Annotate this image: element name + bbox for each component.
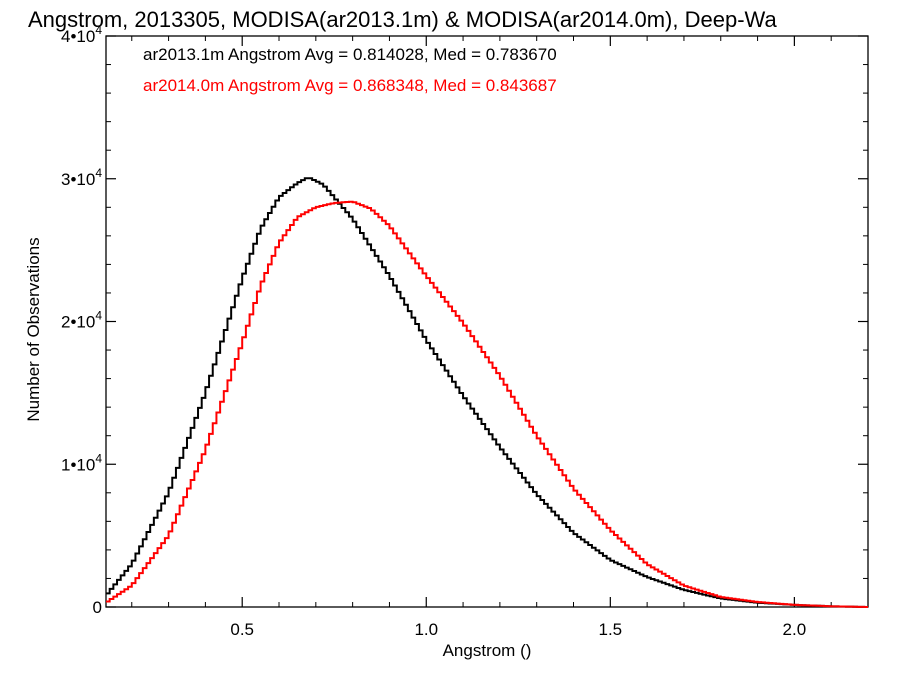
legend: ar2013.1m Angstrom Avg = 0.814028, Med =… <box>143 45 557 95</box>
series-layer <box>106 177 868 608</box>
y-tick-label: 3•104 <box>61 166 102 189</box>
x-axis-title: Angstrom () <box>443 641 532 660</box>
y-tick-label: 1•104 <box>61 451 102 474</box>
legend-entry-2: ar2014.0m Angstrom Avg = 0.868348, Med =… <box>143 76 557 95</box>
x-tick-label: 2.0 <box>783 620 807 639</box>
series-line-2 <box>106 200 868 608</box>
x-tick-label: 1.5 <box>598 620 622 639</box>
chart-title: Angstrom, 2013305, MODISA(ar2013.1m) & M… <box>28 7 777 32</box>
plot-frame <box>105 35 869 608</box>
y-tick-label: 2•104 <box>61 309 102 332</box>
axis-ticks: 0.5 1.0 1.5 2.0 0 1•104 2•104 3•104 4•104 <box>61 23 868 639</box>
legend-entry-1: ar2013.1m Angstrom Avg = 0.814028, Med =… <box>143 45 557 64</box>
series-line-1 <box>106 177 868 608</box>
x-tick-label: 0.5 <box>230 620 254 639</box>
x-tick-label: 1.0 <box>414 620 438 639</box>
y-tick-label: 4•104 <box>61 23 102 46</box>
y-axis-title: Number of Observations <box>24 237 43 421</box>
y-tick-label: 0 <box>93 598 102 617</box>
